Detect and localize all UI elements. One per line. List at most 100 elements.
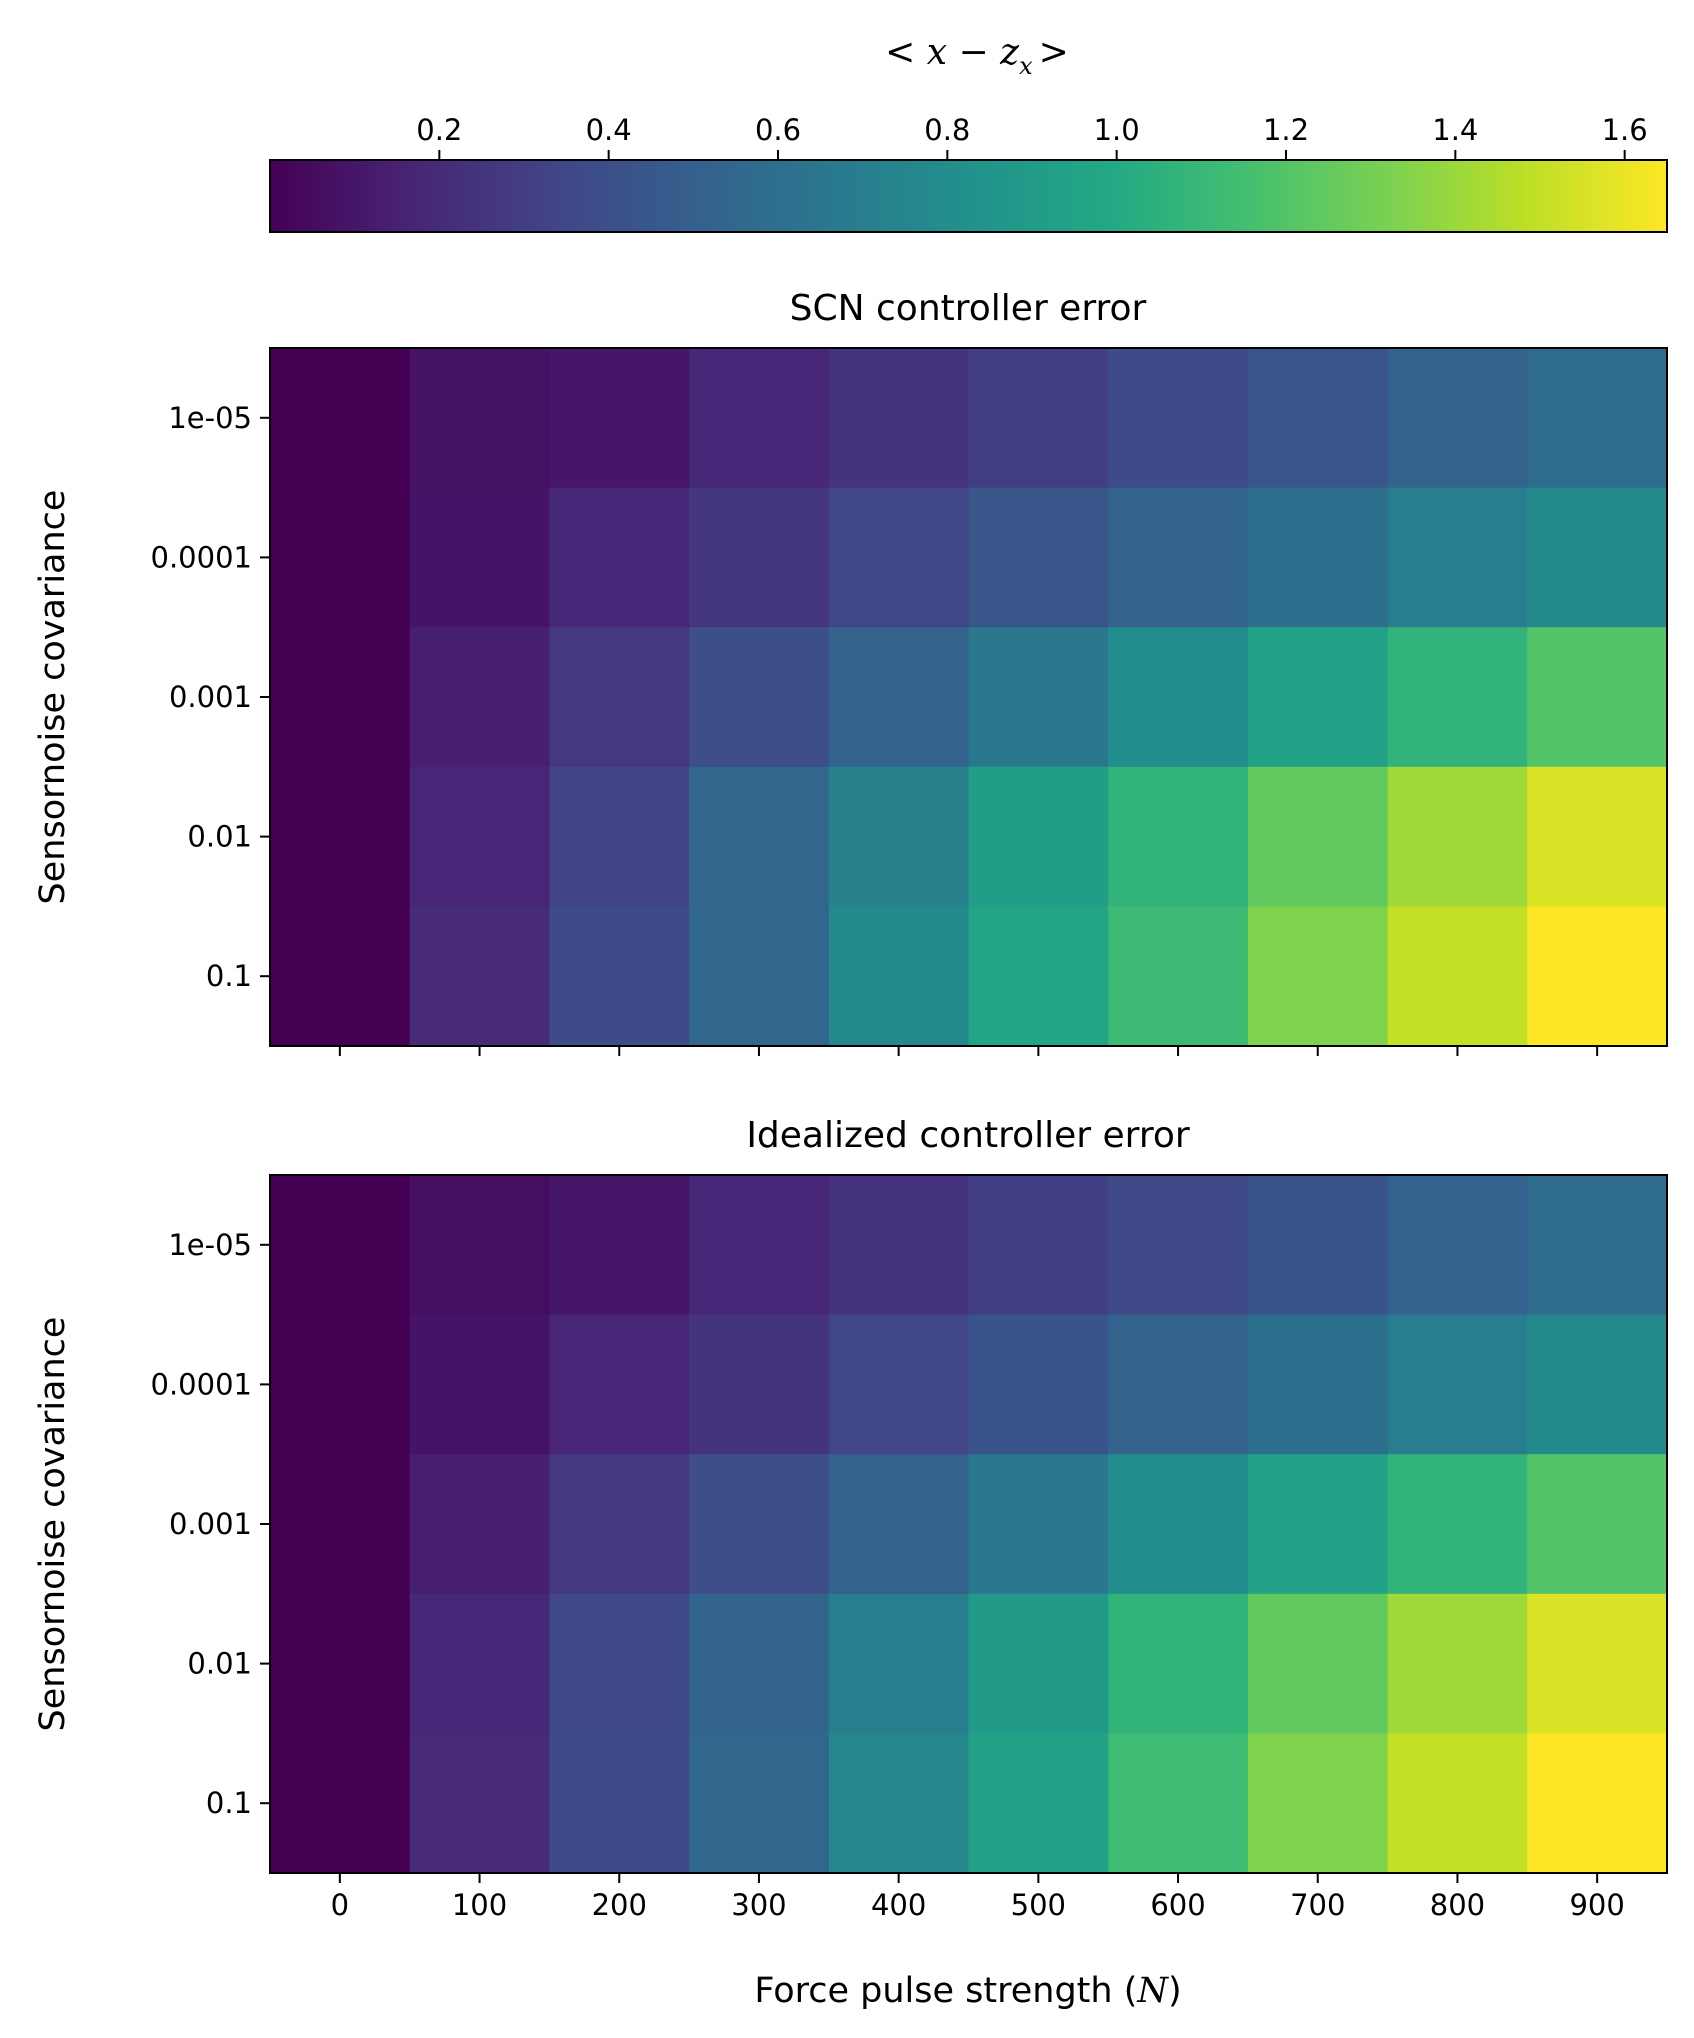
heatmap-idealized-cells bbox=[270, 1175, 1668, 1874]
heatmap-cell bbox=[1527, 906, 1668, 1047]
colorbar-label-sub: x bbox=[1019, 52, 1033, 80]
colorbar-ticks: 0.2 0.4 0.6 0.8 1.0 1.2 1.4 1.6 bbox=[416, 113, 1648, 160]
x-axis-label-end: ) bbox=[1168, 1971, 1182, 2011]
heatmap-cell bbox=[1527, 1593, 1668, 1734]
heatmap-cell bbox=[828, 1733, 970, 1874]
heatmap-cell bbox=[968, 1733, 1109, 1874]
heatmap-cell bbox=[409, 1314, 550, 1455]
heatmap-cell bbox=[1387, 766, 1528, 907]
y-tick-label: 1e-05 bbox=[168, 1228, 252, 1262]
heatmap-cell bbox=[270, 1733, 411, 1874]
x-axis-label: Force pulse strength (N) bbox=[754, 1971, 1181, 2011]
heatmap-cell bbox=[689, 766, 830, 907]
y-tick-label: 0.001 bbox=[169, 680, 252, 714]
heatmap-cell bbox=[549, 487, 690, 628]
colorbar-label-main: < x − z bbox=[885, 32, 1020, 73]
x-tick-label: 400 bbox=[871, 1888, 926, 1922]
heatmap-cell bbox=[1527, 1175, 1668, 1316]
heatmap-cell bbox=[689, 906, 830, 1047]
heatmap-cell bbox=[968, 1175, 1109, 1316]
heatmap-idealized-xticks: 0 100 200 300 400 500 600 700 800 900 bbox=[331, 1873, 1625, 1922]
heatmap-cell bbox=[1108, 766, 1249, 907]
heatmap-cell bbox=[968, 1454, 1109, 1595]
x-tick-label: 800 bbox=[1430, 1888, 1485, 1922]
heatmap-cell bbox=[409, 906, 550, 1047]
y-tick-label: 0.1 bbox=[206, 959, 252, 993]
heatmap-cell bbox=[689, 1454, 830, 1595]
colorbar-gradient bbox=[269, 159, 1668, 233]
heatmap-cell bbox=[689, 348, 830, 489]
heatmap-cell bbox=[1387, 1314, 1528, 1455]
x-axis-label-var: N bbox=[1136, 1971, 1169, 2011]
colorbar: < x − zx > 0.2 0.4 0.6 0.8 1.0 1.2 1.4 1.6 bbox=[269, 32, 1668, 233]
heatmap-cell bbox=[549, 766, 690, 907]
x-tick-label: 700 bbox=[1290, 1888, 1345, 1922]
colorbar-label: < x − zx > bbox=[885, 32, 1069, 80]
heatmap-cell bbox=[549, 1175, 690, 1316]
heatmap-cell bbox=[270, 1454, 411, 1595]
heatmap-cell bbox=[828, 348, 970, 489]
heatmap-cell bbox=[689, 1733, 830, 1874]
heatmap-cell bbox=[549, 1314, 690, 1455]
heatmap-cell bbox=[549, 1593, 690, 1734]
heatmap-scn: SCN controller error 1e-05 0.0001 0.001 0.0… bbox=[33, 288, 1668, 1056]
heatmap-cell bbox=[1387, 627, 1528, 768]
heatmap-cell bbox=[1108, 1314, 1249, 1455]
heatmap-cell bbox=[1387, 487, 1528, 628]
heatmap-cell bbox=[1247, 348, 1389, 489]
heatmap-cell bbox=[828, 487, 970, 628]
colorbar-tick-label: 0.6 bbox=[755, 113, 801, 147]
heatmap-cell bbox=[1108, 1593, 1249, 1734]
heatmap-cell bbox=[270, 348, 411, 489]
colorbar-tick-label: 1.0 bbox=[1094, 113, 1140, 147]
heatmap-cell bbox=[1247, 906, 1389, 1047]
colorbar-tick-label: 0.4 bbox=[586, 113, 632, 147]
y-tick-label: 0.0001 bbox=[151, 540, 252, 574]
heatmap-cell bbox=[689, 487, 830, 628]
heatmap-cell bbox=[1527, 1454, 1668, 1595]
colorbar-label-end: > bbox=[1039, 32, 1069, 73]
heatmap-cell bbox=[828, 1175, 970, 1316]
x-tick-label: 600 bbox=[1150, 1888, 1205, 1922]
y-tick-label: 0.01 bbox=[187, 820, 252, 854]
heatmap-cell bbox=[968, 766, 1109, 907]
heatmap-cell bbox=[1108, 906, 1249, 1047]
colorbar-tick-label: 0.2 bbox=[416, 113, 462, 147]
heatmap-cell bbox=[1527, 627, 1668, 768]
heatmap-cell bbox=[549, 348, 690, 489]
heatmap-cell bbox=[270, 1175, 411, 1316]
heatmap-idealized-title: Idealized controller error bbox=[746, 1115, 1190, 1156]
heatmap-cell bbox=[1247, 487, 1389, 628]
heatmap-cell bbox=[1247, 766, 1389, 907]
heatmap-cell bbox=[549, 1733, 690, 1874]
heatmap-idealized-ylabel: Sensornoise covariance bbox=[33, 1317, 73, 1732]
heatmap-cell bbox=[1247, 1314, 1389, 1455]
y-tick-label: 1e-05 bbox=[168, 401, 252, 435]
heatmap-cell bbox=[1108, 1454, 1249, 1595]
x-tick-label: 0 bbox=[331, 1888, 349, 1922]
x-tick-label: 200 bbox=[592, 1888, 647, 1922]
heatmap-cell bbox=[270, 766, 411, 907]
heatmap-cell bbox=[1247, 1733, 1389, 1874]
heatmap-cell bbox=[409, 1454, 550, 1595]
heatmap-scn-yticks: 1e-05 0.0001 0.001 0.01 0.1 bbox=[151, 401, 270, 993]
heatmap-cell bbox=[968, 906, 1109, 1047]
y-tick-label: 0.001 bbox=[169, 1507, 252, 1541]
heatmap-cell bbox=[1387, 1593, 1528, 1734]
heatmap-cell bbox=[1527, 487, 1668, 628]
heatmap-cell bbox=[828, 1593, 970, 1734]
heatmap-cell bbox=[1387, 1454, 1528, 1595]
heatmap-cell bbox=[270, 1314, 411, 1455]
heatmap-cell bbox=[968, 348, 1109, 489]
heatmap-cell bbox=[1387, 1175, 1528, 1316]
heatmap-cell bbox=[549, 1454, 690, 1595]
colorbar-tick-label: 0.8 bbox=[924, 113, 970, 147]
heatmap-scn-ylabel: Sensornoise covariance bbox=[33, 490, 73, 905]
heatmap-idealized-yticks: 1e-05 0.0001 0.001 0.01 0.1 bbox=[151, 1228, 270, 1820]
colorbar-tick-label: 1.4 bbox=[1432, 113, 1478, 147]
x-tick-label: 500 bbox=[1011, 1888, 1066, 1922]
heatmap-cell bbox=[689, 1593, 830, 1734]
heatmap-cell bbox=[1108, 627, 1249, 768]
heatmap-cell bbox=[968, 627, 1109, 768]
heatmap-cell bbox=[409, 766, 550, 907]
